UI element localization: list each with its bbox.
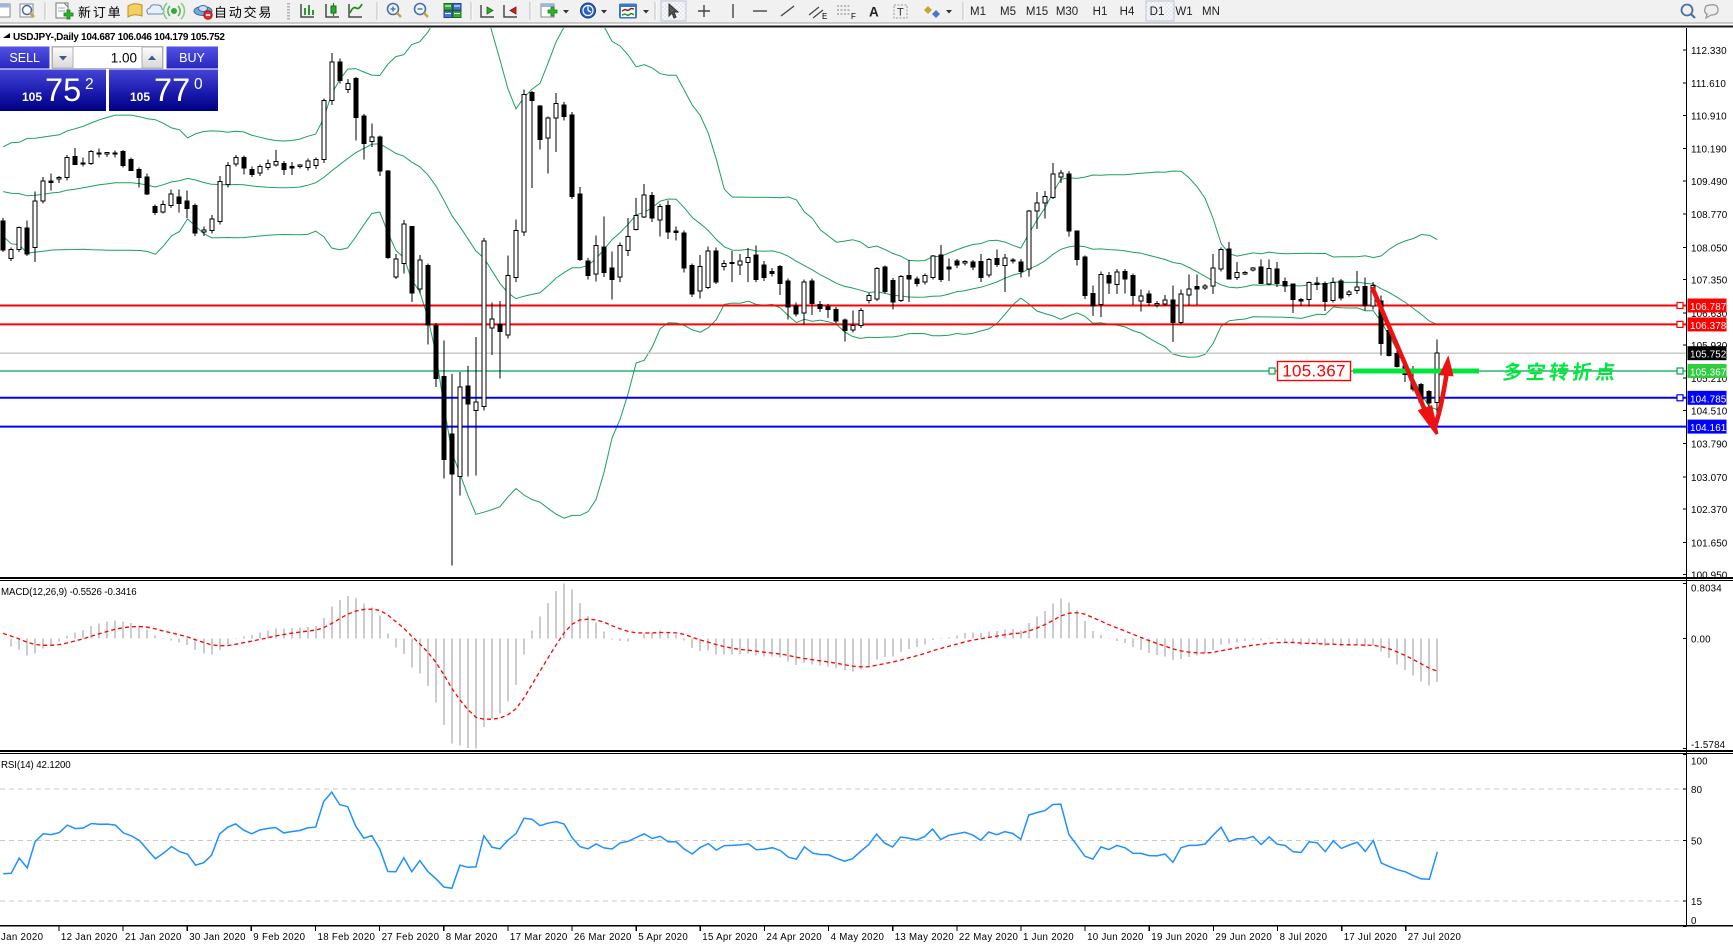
- svg-text:15 Apr 2020: 15 Apr 2020: [702, 932, 758, 943]
- svg-text:2: 2: [85, 76, 94, 93]
- svg-text:D1: D1: [1150, 6, 1165, 18]
- svg-text:MN: MN: [1202, 6, 1220, 18]
- svg-text:110.910: 110.910: [1691, 112, 1727, 123]
- svg-text:107.350: 107.350: [1691, 276, 1728, 287]
- svg-text:105.367: 105.367: [1282, 362, 1346, 381]
- svg-text:103.070: 103.070: [1691, 473, 1728, 484]
- svg-text:29 Jun 2020: 29 Jun 2020: [1215, 932, 1272, 943]
- svg-text:M5: M5: [1000, 6, 1016, 18]
- svg-text:77: 77: [154, 72, 190, 108]
- svg-text:104.161: 104.161: [1690, 423, 1727, 434]
- svg-text:22 May 2020: 22 May 2020: [959, 932, 1019, 943]
- svg-text:5 Apr 2020: 5 Apr 2020: [638, 932, 688, 943]
- svg-text:MACD(12,26,9) -0.5526 -0.3416: MACD(12,26,9) -0.5526 -0.3416: [1, 587, 137, 598]
- svg-text:1.00: 1.00: [111, 51, 137, 66]
- svg-text:80: 80: [1691, 785, 1703, 796]
- svg-text:108.050: 108.050: [1691, 243, 1728, 254]
- svg-text:19 Jun 2020: 19 Jun 2020: [1151, 932, 1208, 943]
- svg-text:M1: M1: [970, 6, 986, 18]
- svg-text:W1: W1: [1175, 6, 1192, 18]
- svg-text:T: T: [897, 7, 904, 19]
- svg-text:100.950: 100.950: [1691, 571, 1728, 582]
- svg-text:100: 100: [1691, 757, 1708, 768]
- svg-text:27 Feb 2020: 27 Feb 2020: [382, 932, 440, 943]
- svg-text:8 Jul 2020: 8 Jul 2020: [1280, 932, 1328, 943]
- svg-text:104.785: 104.785: [1690, 394, 1727, 405]
- svg-text:26 Mar 2020: 26 Mar 2020: [574, 932, 632, 943]
- svg-text:106.630: 106.630: [1691, 309, 1728, 320]
- svg-text:21 Jan 2020: 21 Jan 2020: [125, 932, 182, 943]
- svg-text:Jan 2020: Jan 2020: [1, 932, 44, 943]
- svg-text:109.490: 109.490: [1691, 177, 1728, 188]
- svg-text:M30: M30: [1056, 6, 1078, 18]
- svg-text:USDJPY-,Daily 104.687 106.046: USDJPY-,Daily 104.687 106.046 104.179 10…: [13, 32, 225, 43]
- svg-text:4 May 2020: 4 May 2020: [831, 932, 885, 943]
- svg-text:111.610: 111.610: [1691, 79, 1726, 90]
- svg-text:18 Feb 2020: 18 Feb 2020: [318, 932, 376, 943]
- svg-text:0.8034: 0.8034: [1691, 584, 1722, 595]
- svg-text:105.210: 105.210: [1691, 374, 1728, 385]
- svg-text:0: 0: [1691, 916, 1697, 927]
- svg-text:30 Jan 2020: 30 Jan 2020: [189, 932, 246, 943]
- svg-text:-1.5784: -1.5784: [1691, 740, 1726, 751]
- svg-text:12 Jan 2020: 12 Jan 2020: [61, 932, 118, 943]
- svg-text:17 Jul 2020: 17 Jul 2020: [1344, 932, 1398, 943]
- svg-text:E: E: [822, 12, 827, 21]
- svg-text:104.510: 104.510: [1691, 407, 1728, 418]
- svg-text:1 Jun 2020: 1 Jun 2020: [1023, 932, 1074, 943]
- svg-text:110.190: 110.190: [1691, 145, 1727, 156]
- svg-text:M15: M15: [1026, 6, 1048, 18]
- svg-text:105: 105: [22, 90, 42, 104]
- svg-text:50: 50: [1691, 837, 1703, 848]
- svg-text:108.770: 108.770: [1691, 210, 1728, 221]
- svg-text:27 Jul 2020: 27 Jul 2020: [1408, 932, 1462, 943]
- svg-text:106.787: 106.787: [1690, 302, 1726, 313]
- svg-text:0: 0: [194, 76, 203, 93]
- svg-text:105.752: 105.752: [1690, 350, 1726, 361]
- svg-text:103.790: 103.790: [1691, 440, 1728, 451]
- svg-text:15: 15: [1691, 897, 1702, 908]
- svg-text:0.00: 0.00: [1691, 634, 1711, 645]
- svg-text:102.370: 102.370: [1691, 505, 1728, 516]
- svg-text:75: 75: [45, 72, 81, 108]
- svg-text:112.330: 112.330: [1691, 46, 1727, 57]
- svg-text:106.378: 106.378: [1690, 321, 1727, 332]
- svg-text:RSI(14) 42.1200: RSI(14) 42.1200: [1, 760, 71, 771]
- svg-text:BUY: BUY: [179, 51, 205, 65]
- svg-text:105: 105: [130, 90, 150, 104]
- svg-text:13 May 2020: 13 May 2020: [895, 932, 955, 943]
- svg-text:105.367: 105.367: [1690, 368, 1726, 379]
- svg-text:24 Apr 2020: 24 Apr 2020: [766, 932, 822, 943]
- svg-text:10 Jun 2020: 10 Jun 2020: [1087, 932, 1144, 943]
- svg-text:101.650: 101.650: [1691, 538, 1728, 549]
- svg-text:SELL: SELL: [9, 51, 40, 65]
- svg-text:H4: H4: [1120, 6, 1135, 18]
- svg-text:A: A: [869, 5, 879, 20]
- svg-text:F: F: [851, 12, 856, 21]
- svg-text:H1: H1: [1093, 6, 1108, 18]
- svg-text:9 Feb 2020: 9 Feb 2020: [253, 932, 305, 943]
- svg-text:8 Mar 2020: 8 Mar 2020: [446, 932, 498, 943]
- svg-text:17 Mar 2020: 17 Mar 2020: [510, 932, 568, 943]
